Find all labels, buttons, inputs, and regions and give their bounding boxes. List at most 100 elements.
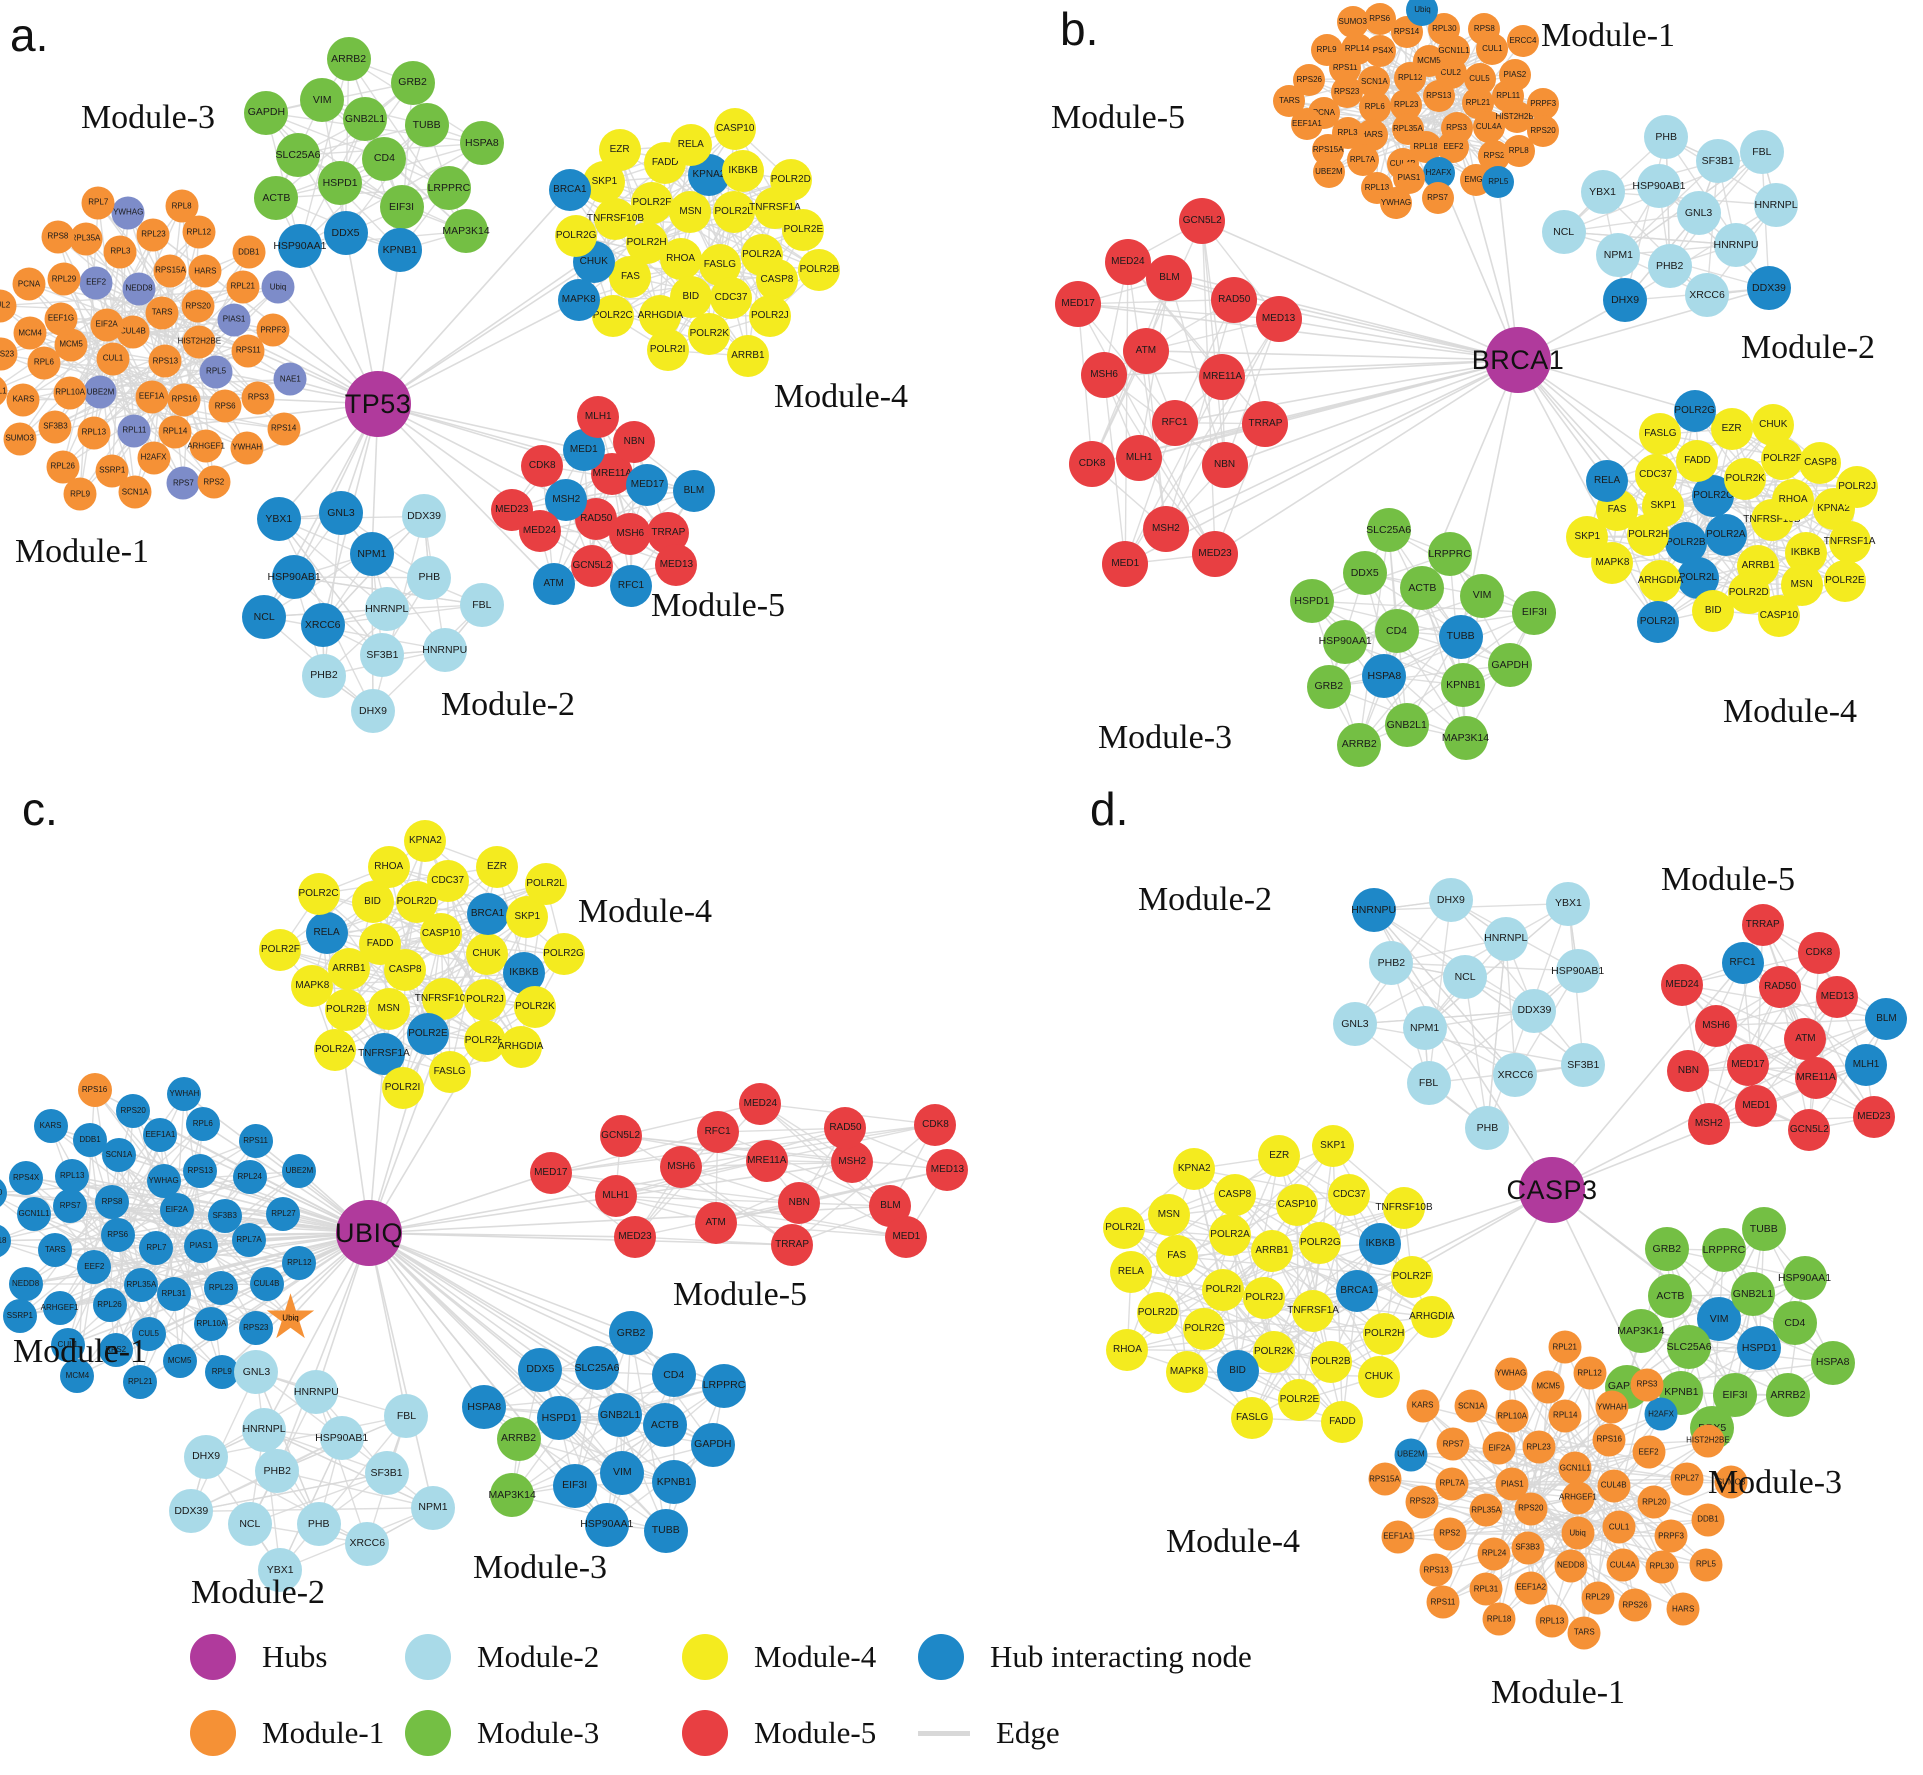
- network-node-hspd1[interactable]: HSPD1: [537, 1395, 582, 1440]
- network-node-rpl7[interactable]: RPL7: [139, 1231, 174, 1266]
- network-node-rpl31[interactable]: RPL31: [156, 1277, 191, 1312]
- network-node-tnfrsf10b[interactable]: TNFRSF10B: [587, 198, 644, 241]
- network-node-polr2f[interactable]: POLR2F: [1390, 1256, 1433, 1298]
- network-node-med1[interactable]: MED1: [1102, 540, 1149, 587]
- network-node-tars[interactable]: TARS: [1273, 84, 1306, 117]
- network-node-polr2e[interactable]: POLR2E: [406, 1013, 449, 1056]
- network-node-atm[interactable]: ATM: [532, 563, 575, 606]
- network-node-msh6[interactable]: MSH6: [660, 1145, 703, 1188]
- network-node-rpl5[interactable]: RPL5: [1689, 1548, 1723, 1582]
- network-node-kpnb1[interactable]: KPNB1: [1441, 663, 1486, 708]
- network-node-dhx9[interactable]: DHX9: [351, 689, 396, 734]
- network-node-scn1a[interactable]: SCN1A: [102, 1138, 136, 1173]
- network-node-actb[interactable]: ACTB: [1648, 1274, 1693, 1319]
- network-node-trrap[interactable]: TRRAP: [771, 1223, 814, 1266]
- network-node-trrap[interactable]: TRRAP: [1242, 400, 1289, 447]
- network-node-tars[interactable]: TARS: [145, 296, 179, 330]
- network-node-fbl[interactable]: FBL: [1406, 1061, 1451, 1106]
- network-node-fas[interactable]: FAS: [609, 256, 652, 299]
- network-node-rfc1[interactable]: RFC1: [696, 1110, 739, 1153]
- network-node-casp8[interactable]: CASP8: [1213, 1173, 1256, 1216]
- network-node-map3k14[interactable]: MAP3K14: [1442, 716, 1489, 761]
- network-node-rps13[interactable]: RPS13: [1419, 1553, 1453, 1587]
- network-node-hspa8[interactable]: HSPA8: [1810, 1340, 1855, 1385]
- network-node-cd4[interactable]: CD4: [1374, 609, 1419, 654]
- network-node-ubiq[interactable]: Ubiq: [261, 270, 295, 304]
- network-node-hist2h2be[interactable]: HIST2H2BE: [177, 325, 221, 359]
- network-node-tars[interactable]: TARS: [38, 1233, 73, 1268]
- network-node-arrb1[interactable]: ARRB1: [1251, 1230, 1294, 1273]
- network-node-vim[interactable]: VIM: [1460, 573, 1505, 618]
- network-node-rpl27[interactable]: RPL27: [1670, 1462, 1704, 1496]
- network-node-med23[interactable]: MED23: [1192, 531, 1239, 578]
- network-node-ezr[interactable]: EZR: [1258, 1135, 1301, 1178]
- network-node-med17[interactable]: MED17: [1055, 280, 1102, 327]
- network-node-polr2c[interactable]: POLR2C: [1183, 1307, 1226, 1350]
- network-node-nedd8[interactable]: NEDD8: [122, 272, 156, 306]
- network-node-polr2d[interactable]: POLR2D: [769, 159, 812, 202]
- network-node-hsp90aa1[interactable]: HSP90AA1: [1778, 1256, 1831, 1301]
- network-node-tubb[interactable]: TUBB: [643, 1508, 688, 1553]
- network-node-polr2f[interactable]: POLR2F: [630, 181, 673, 224]
- network-node-gcn5l2[interactable]: GCN5L2: [570, 544, 613, 587]
- network-node-rps11[interactable]: RPS11: [1426, 1585, 1460, 1619]
- network-node-brca1[interactable]: BRCA1: [466, 892, 509, 935]
- network-node-grb2[interactable]: GRB2: [390, 60, 435, 105]
- network-node-atm[interactable]: ATM: [1122, 327, 1169, 374]
- network-node-mapk8[interactable]: MAPK8: [557, 279, 600, 322]
- network-node-rpl14[interactable]: RPL14: [158, 415, 192, 449]
- network-node-ssrp1[interactable]: SSRP1: [2, 1299, 37, 1334]
- network-node-ybx1[interactable]: YBX1: [1546, 881, 1591, 926]
- network-node-gnl3[interactable]: GNL3: [1332, 1002, 1377, 1047]
- network-node-polr2d[interactable]: POLR2D: [1136, 1292, 1179, 1335]
- network-node-eif2a[interactable]: EIF2A: [1482, 1431, 1516, 1465]
- network-node-rps16[interactable]: RPS16: [167, 383, 201, 417]
- network-node-phb2[interactable]: PHB2: [1647, 243, 1692, 288]
- network-node-hnrnpl[interactable]: HNRNPL: [1483, 916, 1528, 961]
- network-node-polr2l[interactable]: POLR2L: [712, 191, 755, 234]
- network-node-polr2b[interactable]: POLR2B: [798, 248, 841, 291]
- hub-node-brca1[interactable]: BRCA1: [1472, 327, 1564, 393]
- network-node-eif2a[interactable]: EIF2A: [90, 308, 124, 342]
- network-node-rpl21[interactable]: RPL21: [1548, 1330, 1582, 1364]
- network-node-arhgdia[interactable]: ARHGDIA: [1638, 559, 1683, 602]
- network-node-prpf3[interactable]: PRPF3: [256, 313, 290, 347]
- network-node-bid[interactable]: BID: [1692, 589, 1735, 632]
- network-node-ube2m[interactable]: UBE2M: [282, 1154, 317, 1189]
- network-node-rpl8[interactable]: RPL8: [165, 189, 199, 223]
- network-node-cdk8[interactable]: CDK8: [1797, 932, 1840, 975]
- network-node-rpl35a[interactable]: RPL35A: [69, 222, 102, 256]
- network-node-polr2a[interactable]: POLR2A: [1209, 1214, 1252, 1257]
- network-node-nedd8[interactable]: NEDD8: [1554, 1549, 1588, 1583]
- network-node-fbl[interactable]: FBL: [459, 582, 504, 627]
- network-node-eef1a2[interactable]: EEF1A2: [1514, 1571, 1548, 1605]
- network-node-med17[interactable]: MED17: [626, 463, 669, 506]
- network-node-cdk8[interactable]: CDK8: [1069, 441, 1116, 488]
- network-node-ywhag[interactable]: YWHAG: [1380, 186, 1413, 219]
- network-node-rpl24[interactable]: RPL24: [232, 1160, 267, 1195]
- network-node-vim[interactable]: VIM: [600, 1450, 645, 1495]
- network-node-chuk[interactable]: CHUK: [1357, 1355, 1400, 1398]
- network-node-eef2[interactable]: EEF2: [1632, 1435, 1666, 1469]
- network-node-actb[interactable]: ACTB: [254, 175, 299, 220]
- network-node-gcn5l2[interactable]: GCN5L2: [599, 1114, 642, 1157]
- network-node-h2afx[interactable]: H2AFX: [1644, 1397, 1678, 1431]
- network-node-gcn5l2[interactable]: GCN5L2: [1788, 1108, 1831, 1151]
- network-node-ddx5[interactable]: DDX5: [323, 211, 368, 256]
- network-node-rps7[interactable]: RPS7: [1421, 182, 1454, 215]
- network-node-rpl13[interactable]: RPL13: [55, 1159, 90, 1194]
- network-node-mlh1[interactable]: MLH1: [1845, 1044, 1888, 1087]
- network-node-polr2i[interactable]: POLR2I: [381, 1066, 424, 1109]
- network-node-msn[interactable]: MSN: [367, 987, 410, 1030]
- network-node-med23[interactable]: MED23: [490, 489, 533, 532]
- network-node-hsp90ab1[interactable]: HSP90AB1: [1632, 164, 1686, 209]
- network-node-eif3i[interactable]: EIF3I: [1512, 590, 1557, 635]
- network-node-rps23[interactable]: RPS23: [238, 1311, 273, 1346]
- network-node-slc25a6[interactable]: SLC25A6: [276, 133, 321, 178]
- network-node-kars[interactable]: KARS: [6, 383, 40, 417]
- network-node-ercc4[interactable]: ERCC4: [1506, 25, 1539, 58]
- network-node-mlh1[interactable]: MLH1: [594, 1175, 637, 1218]
- network-node-rpl23[interactable]: RPL23: [1522, 1430, 1556, 1464]
- network-node-polr2k[interactable]: POLR2K: [688, 312, 731, 355]
- network-node-rps16[interactable]: RPS16: [77, 1072, 112, 1107]
